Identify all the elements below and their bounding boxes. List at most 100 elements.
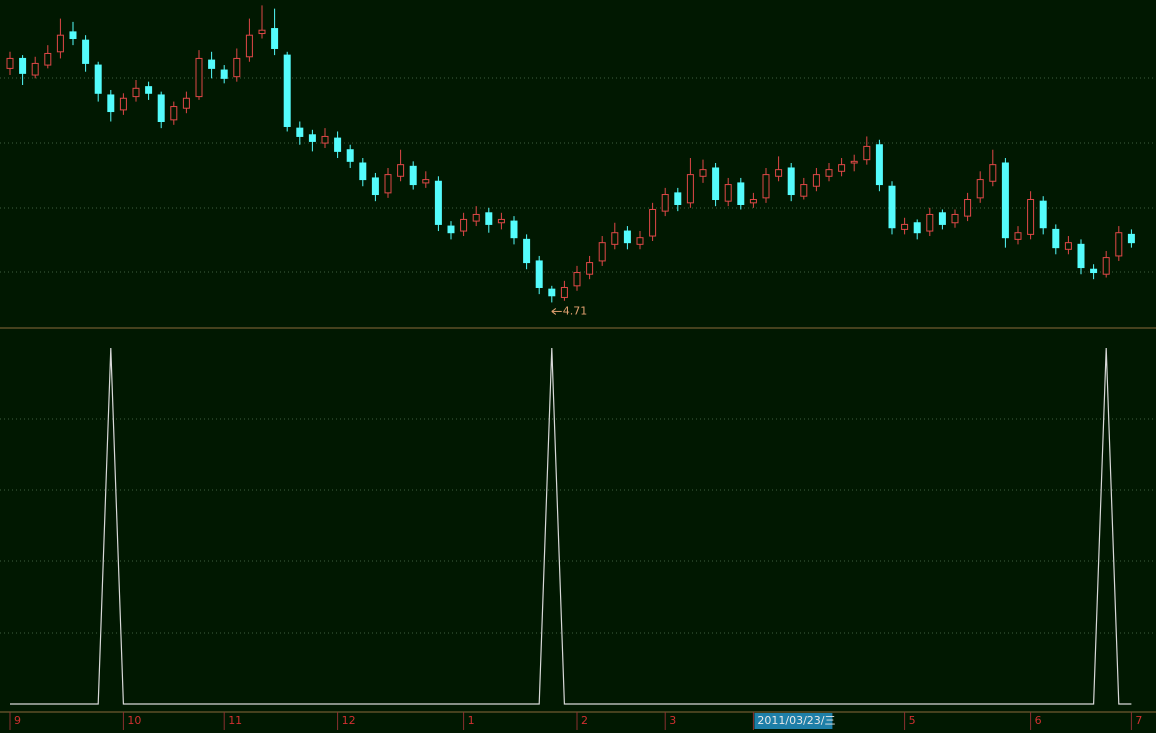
candle-body [775,169,783,177]
candle-body [989,164,997,182]
x-tick-label: 9 [14,714,21,727]
candle-body [82,39,90,64]
candle-body [825,169,833,177]
candle-body [271,28,279,49]
candle-body [359,162,367,181]
candle-body [31,62,39,76]
candle-body [1102,257,1110,275]
candle-body [560,286,568,298]
candle-body [182,97,190,109]
candle-body [964,199,972,217]
candle-body [195,57,203,98]
candle-body [69,31,77,40]
candle-body [346,149,354,162]
candle-body [321,135,329,144]
candle-body [334,137,342,152]
candle-body [422,179,430,184]
candle-body [749,199,757,204]
candle-body [19,57,27,74]
candle-body [296,127,304,137]
candle-body [371,177,379,196]
candle-body [976,179,984,199]
candle-body [598,242,606,262]
candle-body [6,57,14,69]
candle-body [875,144,883,186]
x-tick-label: 6 [1035,714,1042,727]
candle-body [712,167,720,201]
x-tick-label: 7 [1135,714,1142,727]
candle-body [397,164,405,177]
date-highlight [754,713,833,729]
candle-body [245,34,253,58]
x-tick-label: 11 [228,714,242,727]
candle-body [510,220,518,239]
candle-body [951,213,959,224]
candle-body [1115,232,1123,257]
candle-body [447,225,455,234]
candle-body [119,97,127,111]
candle-body [145,86,153,94]
candle-body [661,194,669,212]
candle-body [901,223,909,230]
candle-body [258,29,266,35]
candle-body [724,184,732,202]
candle-body [409,165,417,186]
candle-body [497,218,505,224]
candle-body [926,213,934,232]
candle-body [913,222,921,234]
x-tick-label: 3 [669,714,676,727]
candle-body [1064,242,1072,250]
candle-body [586,262,594,275]
annotation-arrow-head [551,308,557,315]
candle-body [888,185,896,229]
candle-body [863,145,871,161]
candle-body [170,106,178,121]
candle-body [460,218,468,232]
x-tick-label: 1 [468,714,475,727]
candle-body [787,167,795,196]
candle-body [1077,243,1085,269]
x-tick-label: 2011/03/23/三 [757,714,835,727]
annotation: 4.71 [563,304,588,317]
candle-body [107,94,115,113]
candle-body [1001,162,1009,239]
candle-body [674,192,682,205]
candle-body [573,272,581,287]
candle-body [220,69,228,79]
x-tick-label: 10 [127,714,141,727]
candle-body [838,164,846,172]
candle-body [44,52,52,66]
candle-body [132,87,140,98]
candle-body [812,174,820,187]
candle-body [1039,200,1047,229]
candle-body [938,212,946,225]
x-tick-label: 5 [909,714,916,727]
candle-body [1052,228,1060,249]
candle-body [94,64,102,94]
candle-body [434,180,442,225]
candle-body [535,260,543,288]
candle-body [523,238,531,264]
candle-body [1127,233,1135,244]
candle-body [686,174,694,204]
candle-body [308,134,316,142]
candle-body [649,208,657,237]
candle-body [283,54,291,127]
candle-body [384,174,392,194]
x-tick-label: 2 [581,714,588,727]
candle-body [636,237,644,245]
candle-body [548,288,556,297]
candle-body [1014,232,1022,240]
candle-body [472,213,480,222]
candle-body [56,34,64,53]
candle-body [208,59,216,69]
indicator-line [10,347,1132,705]
candle-body [611,232,619,245]
candle-body [762,174,770,199]
candle-body [157,94,165,123]
candle-body [1027,199,1035,235]
candle-body [737,182,745,205]
candle-body [623,230,631,244]
candle-body [485,212,493,225]
